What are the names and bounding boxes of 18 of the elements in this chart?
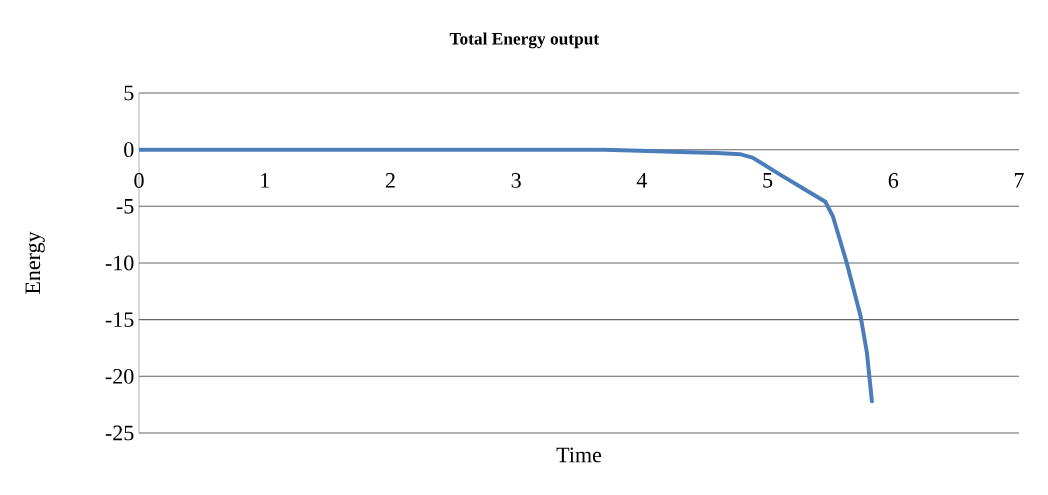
y-axis-title: Energy: [25, 231, 45, 294]
x-tick-label: 7: [1014, 173, 1024, 188]
y-tick-label: -5: [116, 199, 134, 214]
x-axis-title: Time: [556, 447, 602, 463]
x-tick-label: 2: [385, 173, 395, 188]
chart-title: Total Energy output: [449, 32, 600, 49]
y-tick-label: -20: [105, 368, 134, 384]
x-tick-label: 5: [763, 173, 773, 188]
y-tick-label: 5: [124, 85, 134, 101]
x-tick-label: 4: [636, 173, 648, 188]
y-tick-label: -10: [105, 255, 134, 271]
y-tick-label: -25: [105, 425, 134, 441]
x-tick-label: 1: [261, 173, 269, 188]
y-tick-label: -15: [105, 312, 134, 328]
y-tick-label: 0: [124, 142, 134, 158]
x-tick-label: 6: [888, 173, 899, 188]
x-tick-label: 3: [511, 173, 521, 188]
x-tick-label: 0: [134, 173, 144, 188]
